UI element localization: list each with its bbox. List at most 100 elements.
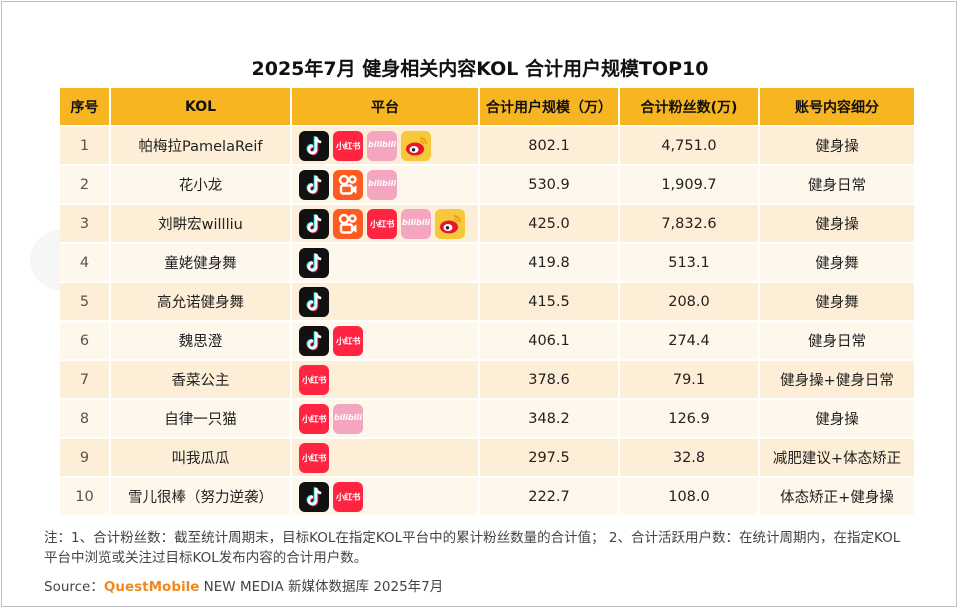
rank-cell: 2 <box>60 164 111 204</box>
platform-cell: bilibili <box>291 164 480 204</box>
users-cell: 530.9 <box>479 164 620 204</box>
xiaohongshu-icon-label: 小红书 <box>335 492 361 503</box>
fans-cell: 7,832.6 <box>619 203 760 243</box>
platform-cell: 小红书 <box>291 437 480 477</box>
xiaohongshu-icon-label: 小红书 <box>301 414 327 425</box>
kol-name-cell: 自律一只猫 <box>110 398 292 438</box>
users-cell: 348.2 <box>479 398 620 438</box>
header-fans: 合计粉丝数(万) <box>619 88 760 126</box>
platform-cell <box>291 281 480 321</box>
category-cell: 健身舞 <box>759 242 914 282</box>
douyin-icon <box>299 325 329 356</box>
weibo-icon <box>401 130 431 161</box>
kol-name-cell: 雪儿很棒（努力逆袭） <box>110 476 292 515</box>
xiaohongshu-icon: 小红书 <box>299 442 329 473</box>
weibo-icon <box>435 208 465 239</box>
douyin-icon <box>299 247 329 278</box>
platform-cell: 小红书 <box>291 320 480 360</box>
source-line: Source：QuestMobile NEW MEDIA 新媒体数据库 2025… <box>44 575 443 595</box>
rank-cell: 4 <box>60 242 111 282</box>
platform-cell: 小红书 bilibili <box>291 203 480 243</box>
xiaohongshu-icon: 小红书 <box>333 481 363 512</box>
xiaohongshu-icon-label: 小红书 <box>301 453 327 464</box>
table-row: 2 花小龙 bilibili 530.9 1,909.7 健身日常 <box>60 164 914 204</box>
douyin-icon <box>299 169 329 200</box>
source-label: Source： <box>44 579 104 595</box>
users-cell: 406.1 <box>479 320 620 360</box>
header-platform: 平台 <box>291 88 480 126</box>
users-cell: 802.1 <box>479 125 620 165</box>
douyin-icon <box>299 130 329 161</box>
bilibili-icon: bilibili <box>367 130 397 161</box>
category-cell: 健身日常 <box>759 320 914 360</box>
users-cell: 378.6 <box>479 359 620 399</box>
category-cell: 健身操 <box>759 125 914 165</box>
bilibili-icon-label: bilibili <box>402 217 430 227</box>
xiaohongshu-icon: 小红书 <box>299 403 329 434</box>
source-rest: NEW MEDIA 新媒体数据库 2025年7月 <box>199 579 444 595</box>
kol-name-cell: 香菜公主 <box>110 359 292 399</box>
fans-cell: 513.1 <box>619 242 760 282</box>
xiaohongshu-icon: 小红书 <box>333 130 363 161</box>
table-row: 3 刘畊宏willliu 小红书 bilibili 425.0 7,832.6 健身操 <box>60 203 914 243</box>
fans-cell: 126.9 <box>619 398 760 438</box>
xiaohongshu-icon-label: 小红书 <box>369 219 395 230</box>
category-cell: 减肥建议+体态矫正 <box>759 437 914 477</box>
users-cell: 419.8 <box>479 242 620 282</box>
category-cell: 健身操 <box>759 398 914 438</box>
platform-cell: 小红书 <box>291 359 480 399</box>
table-row: 4 童姥健身舞 419.8 513.1 健身舞 <box>60 242 914 282</box>
rank-cell: 7 <box>60 359 111 399</box>
fans-cell: 32.8 <box>619 437 760 477</box>
kol-name-cell: 高允诺健身舞 <box>110 281 292 321</box>
fans-cell: 274.4 <box>619 320 760 360</box>
category-cell: 健身操+健身日常 <box>759 359 914 399</box>
xiaohongshu-icon-label: 小红书 <box>335 336 361 347</box>
rank-cell: 5 <box>60 281 111 321</box>
bilibili-icon: bilibili <box>401 208 431 239</box>
kol-name-cell: 魏思澄 <box>110 320 292 360</box>
rank-cell: 6 <box>60 320 111 360</box>
rank-cell: 10 <box>60 476 111 515</box>
platform-cell: 小红书 bilibili <box>291 125 480 165</box>
douyin-icon <box>299 208 329 239</box>
fans-cell: 208.0 <box>619 281 760 321</box>
kuaishou-icon <box>333 208 363 239</box>
fans-cell: 1,909.7 <box>619 164 760 204</box>
kol-name-cell: 刘畊宏willliu <box>110 203 292 243</box>
bilibili-icon-label: bilibili <box>368 178 396 188</box>
xiaohongshu-icon: 小红书 <box>333 325 363 356</box>
kuaishou-icon <box>333 169 363 200</box>
header-kol: KOL <box>110 88 292 126</box>
fans-cell: 79.1 <box>619 359 760 399</box>
douyin-icon <box>299 481 329 512</box>
xiaohongshu-icon: 小红书 <box>367 208 397 239</box>
kol-name-cell: 叫我瓜瓜 <box>110 437 292 477</box>
kol-table: 序号 KOL 平台 合计用户规模（万） 合计粉丝数(万) 账号内容细分 1 帕梅拉… <box>60 88 914 515</box>
bilibili-icon: bilibili <box>333 403 363 434</box>
bilibili-icon-label: bilibili <box>334 412 362 422</box>
table-row: 7 香菜公主 小红书 378.6 79.1 健身操+健身日常 <box>60 359 914 399</box>
kol-name-cell: 花小龙 <box>110 164 292 204</box>
users-cell: 222.7 <box>479 476 620 515</box>
platform-cell: 小红书 bilibili <box>291 398 480 438</box>
xiaohongshu-icon-label: 小红书 <box>301 375 327 386</box>
table-row: 9 叫我瓜瓜 小红书 297.5 32.8 减肥建议+体态矫正 <box>60 437 914 477</box>
fans-cell: 108.0 <box>619 476 760 515</box>
users-cell: 425.0 <box>479 203 620 243</box>
rank-cell: 3 <box>60 203 111 243</box>
footnote: 注：1、合计粉丝数：截至统计周期末，目标KOL在指定KOL平台中的累计粉丝数量的… <box>44 530 901 566</box>
kol-name-cell: 帕梅拉PamelaReif <box>110 125 292 165</box>
table-row: 1 帕梅拉PamelaReif 小红书 bilibili 802.1 4,751.0 健身操 <box>60 125 914 165</box>
fans-cell: 4,751.0 <box>619 125 760 165</box>
users-cell: 415.5 <box>479 281 620 321</box>
kol-name-cell: 童姥健身舞 <box>110 242 292 282</box>
category-cell: 健身日常 <box>759 164 914 204</box>
table-header-row: 序号 KOL 平台 合计用户规模（万） 合计粉丝数(万) 账号内容细分 <box>60 88 914 126</box>
xiaohongshu-icon: 小红书 <box>299 364 329 395</box>
table-row: 8 自律一只猫 小红书 bilibili 348.2 126.9 健身操 <box>60 398 914 438</box>
platform-cell: 小红书 <box>291 476 480 515</box>
rank-cell: 8 <box>60 398 111 438</box>
bilibili-icon-label: bilibili <box>368 139 396 149</box>
